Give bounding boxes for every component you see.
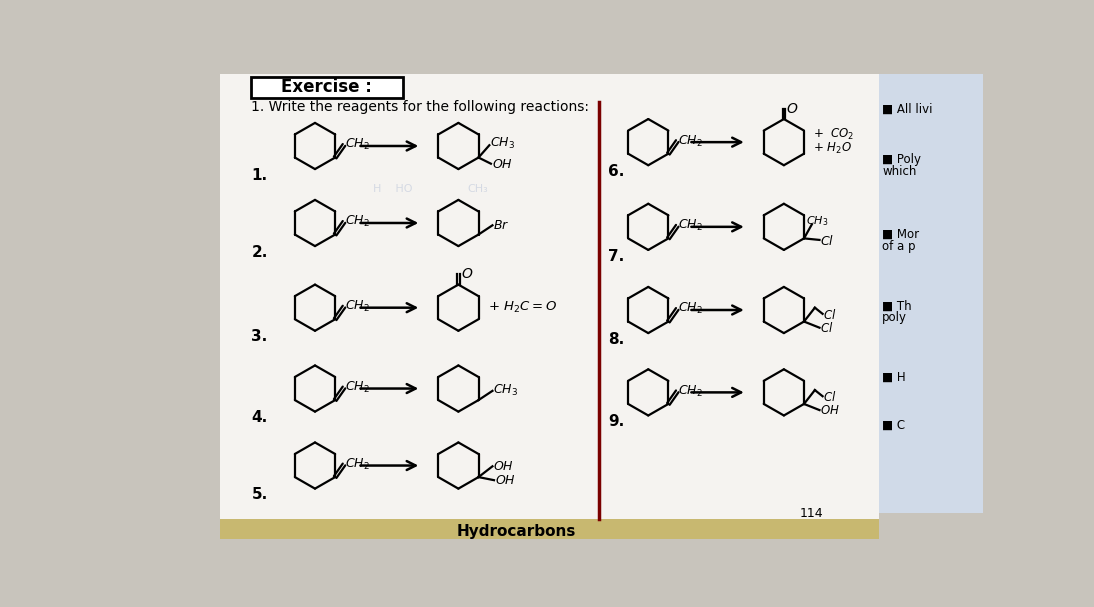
FancyBboxPatch shape	[880, 75, 984, 514]
FancyBboxPatch shape	[221, 75, 880, 527]
Text: poly: poly	[882, 311, 907, 324]
Text: $+\ H_2O$: $+\ H_2O$	[813, 141, 852, 156]
Text: $CH_3$: $CH_3$	[490, 136, 515, 151]
Text: $OH$: $OH$	[493, 460, 514, 473]
Text: $CH_3$: $CH_3$	[805, 214, 828, 228]
Text: ■ H: ■ H	[882, 370, 906, 384]
Text: 7.: 7.	[608, 249, 625, 263]
Text: 6.: 6.	[608, 164, 625, 179]
Text: $CH_2$: $CH_2$	[345, 380, 370, 395]
Text: $CH_2$: $CH_2$	[678, 384, 702, 399]
Text: $CH_2$: $CH_2$	[678, 219, 702, 233]
Text: $Cl$: $Cl$	[824, 308, 837, 322]
Text: 9.: 9.	[608, 414, 625, 429]
Text: Hydrocarbons: Hydrocarbons	[457, 524, 577, 539]
Text: $OH$: $OH$	[820, 404, 840, 418]
Text: 1. Write the reagents for the following reactions:: 1. Write the reagents for the following …	[252, 101, 590, 115]
Text: $OH$: $OH$	[491, 158, 513, 171]
FancyBboxPatch shape	[252, 76, 403, 98]
Text: 5.: 5.	[252, 487, 268, 503]
Text: $Cl$: $Cl$	[820, 322, 834, 336]
Text: 2.: 2.	[252, 245, 268, 260]
Text: $CH_2$: $CH_2$	[345, 299, 370, 314]
Text: which: which	[882, 165, 917, 178]
Text: $Cl$: $Cl$	[824, 390, 837, 404]
Text: $Cl$: $Cl$	[820, 234, 835, 248]
Text: $CH_2$: $CH_2$	[345, 457, 370, 472]
Text: $O$: $O$	[787, 102, 799, 116]
Text: 3.: 3.	[252, 330, 268, 344]
Text: $O$: $O$	[461, 267, 473, 281]
Text: $CH_3$: $CH_3$	[493, 383, 519, 398]
Text: $CH_2$: $CH_2$	[345, 137, 370, 152]
Text: ■ C: ■ C	[882, 419, 906, 432]
Text: 1.: 1.	[252, 168, 268, 183]
Text: ■ All livi: ■ All livi	[882, 103, 933, 115]
Text: $+\ \ CO_2$: $+\ \ CO_2$	[813, 127, 854, 142]
Text: ■ Mor: ■ Mor	[882, 228, 919, 241]
Text: $CH_2$: $CH_2$	[678, 302, 702, 316]
Text: $Br$: $Br$	[493, 219, 510, 232]
Text: 8.: 8.	[608, 332, 625, 347]
Text: Exercise :: Exercise :	[281, 78, 372, 97]
Text: of a p: of a p	[882, 240, 916, 253]
FancyBboxPatch shape	[221, 520, 880, 538]
Text: 114: 114	[800, 507, 823, 520]
Text: CH₃: CH₃	[467, 184, 488, 194]
Text: H    HO: H HO	[373, 184, 412, 194]
Text: $+\ H_2C=O$: $+\ H_2C=O$	[488, 300, 557, 315]
Text: ■ Poly: ■ Poly	[882, 154, 921, 166]
Text: $CH_2$: $CH_2$	[678, 134, 702, 149]
Text: ■ Th: ■ Th	[882, 300, 912, 313]
Text: 4.: 4.	[252, 410, 268, 426]
Text: $OH$: $OH$	[494, 475, 515, 487]
Text: $CH_2$: $CH_2$	[345, 214, 370, 229]
